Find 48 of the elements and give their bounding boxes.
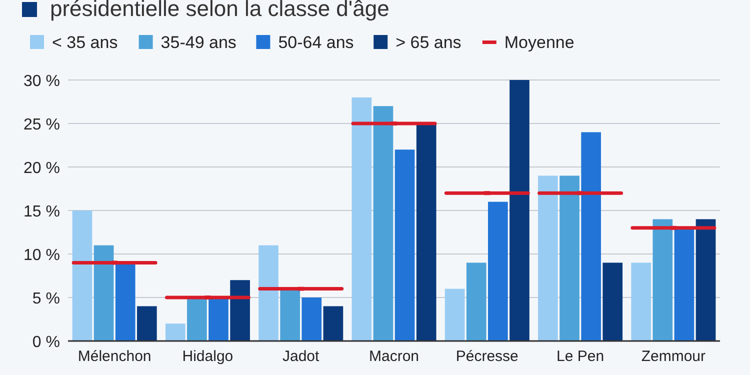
y-tick-label: 10 %	[24, 247, 60, 264]
legend-label: 35-49 ans	[160, 33, 236, 52]
y-tick-label: 15 %	[24, 204, 60, 220]
bar	[652, 219, 673, 341]
legend-label: 50-64 ans	[278, 33, 354, 52]
x-tick-label: Hidalgo	[182, 348, 234, 365]
y-tick-label: 0 %	[32, 334, 60, 351]
x-tick-label: Jadot	[282, 348, 320, 365]
bar	[258, 245, 278, 341]
bar	[136, 306, 157, 341]
y-tick-label: 5 %	[32, 290, 60, 308]
bar	[187, 298, 207, 341]
bar	[444, 288, 465, 341]
x-tick-label: Zemmour	[641, 348, 706, 365]
bar	[510, 80, 530, 341]
bar	[581, 132, 601, 341]
bar	[165, 324, 186, 341]
bar	[115, 262, 136, 341]
bar	[352, 97, 372, 341]
bar	[602, 262, 623, 341]
bar	[416, 124, 436, 341]
x-tick-label: Macron	[368, 348, 420, 365]
y-tick-label: 30 %	[24, 73, 60, 90]
bar	[280, 288, 300, 341]
bar	[560, 176, 580, 341]
x-tick-label: Le Pen	[556, 348, 604, 365]
legend-label: < 35 ans	[52, 33, 118, 52]
bar	[538, 176, 558, 341]
bar	[302, 298, 322, 341]
legend-label: > 65 ans	[396, 33, 462, 52]
bar	[696, 219, 716, 341]
x-tick-label: Pécresse	[456, 348, 518, 365]
bar	[488, 202, 508, 341]
bar	[394, 150, 415, 341]
legend-label: Moyenne	[504, 33, 574, 52]
bar	[230, 280, 250, 341]
x-tick-label: Mélenchon	[78, 348, 152, 365]
bar	[323, 306, 344, 341]
bar	[94, 245, 114, 341]
bar	[208, 298, 228, 341]
bar	[373, 106, 394, 341]
bar	[674, 228, 694, 341]
chart-title: présidentielle selon la classe d'âge	[50, 0, 390, 21]
y-tick-label: 20 %	[24, 160, 60, 177]
bar	[72, 210, 92, 341]
y-tick-label: 25 %	[24, 116, 60, 134]
bar	[466, 262, 486, 341]
bar	[631, 262, 652, 341]
